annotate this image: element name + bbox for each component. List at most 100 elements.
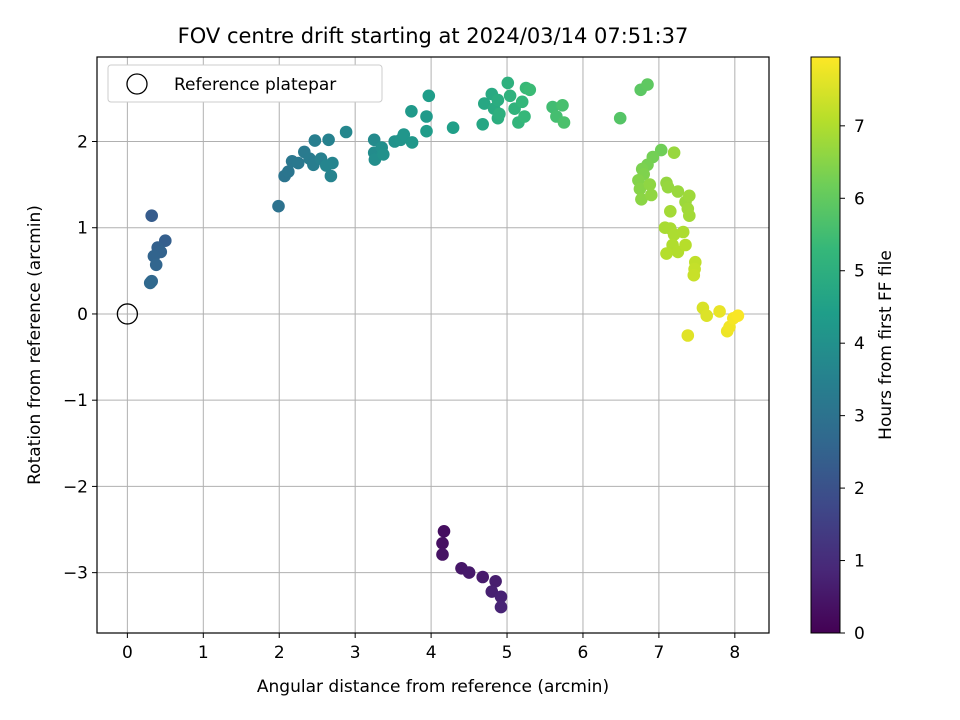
legend-box: [107, 64, 383, 103]
data-point: [494, 600, 508, 614]
data-point: [322, 133, 335, 147]
x-axis-label: Angular distance from reference (arcmin): [257, 677, 609, 697]
y-tick-label: −2: [63, 477, 88, 497]
data-point: [557, 116, 571, 129]
colorbar-tick-label: 1: [854, 552, 865, 572]
colorbar-tick-label: 3: [854, 407, 865, 427]
data-point: [683, 209, 696, 222]
y-tick-label: 1: [77, 219, 88, 239]
x-tick-label: 2: [274, 643, 285, 663]
data-point: [339, 125, 353, 139]
data-point: [436, 537, 449, 550]
data-point: [494, 590, 508, 604]
data-point: [687, 268, 701, 282]
data-points: [116, 76, 745, 614]
data-point: [523, 83, 537, 97]
x-tick-label: 8: [729, 643, 740, 663]
data-point: [664, 205, 677, 218]
legend-reference-marker: [126, 73, 148, 95]
data-point: [681, 329, 695, 342]
reference-marker: [116, 303, 139, 325]
data-point: [405, 105, 418, 118]
data-point: [272, 199, 285, 213]
data-point: [462, 566, 476, 579]
y-axis-label: Rotation from reference (arcmin): [25, 205, 45, 485]
data-point: [645, 188, 658, 202]
data-point: [324, 169, 338, 183]
data-point: [420, 124, 433, 138]
data-point: [436, 548, 449, 561]
y-tick-label: 2: [77, 133, 88, 153]
data-point: [422, 89, 436, 103]
x-tick-label: 5: [502, 643, 513, 663]
data-point: [405, 136, 419, 149]
data-point: [476, 570, 490, 584]
data-point: [420, 110, 433, 123]
data-point: [676, 225, 690, 239]
x-tick-label: 0: [122, 643, 133, 663]
data-point: [437, 525, 451, 538]
data-point: [731, 309, 745, 323]
colorbar-tick-label: 0: [854, 624, 865, 644]
y-tick-label: 0: [77, 305, 88, 325]
data-point: [700, 309, 713, 323]
data-point: [633, 182, 647, 196]
y-tick-label: −3: [63, 564, 88, 584]
colorbar-ticks: 0 1 2 3 4 5 6 7: [840, 117, 865, 644]
data-point: [446, 121, 460, 134]
y-axis-ticks: −3 −2 −1 0 1 2: [63, 133, 97, 584]
data-point: [397, 128, 411, 141]
colorbar-tick-label: 7: [854, 117, 865, 137]
x-tick-label: 6: [578, 643, 589, 663]
data-point: [546, 100, 559, 114]
data-point: [556, 99, 569, 112]
data-point: [489, 575, 502, 588]
data-point: [661, 180, 675, 194]
data-point: [145, 209, 158, 222]
data-point: [282, 165, 295, 178]
data-point: [713, 305, 726, 318]
data-point: [643, 178, 657, 191]
grid-lines: [97, 57, 769, 633]
data-point: [671, 185, 685, 198]
legend-entry-label: Reference platepar: [174, 75, 336, 95]
data-point: [501, 76, 515, 90]
legend: Reference platepar: [107, 64, 383, 103]
colorbar-tick-label: 2: [854, 479, 865, 499]
x-axis-ticks: 0 1 2 3 4 5 6 7 8: [122, 633, 740, 663]
data-point: [491, 93, 505, 107]
x-tick-label: 3: [350, 643, 361, 663]
colorbar-tick-label: 5: [854, 262, 865, 282]
data-point: [320, 159, 333, 172]
colorbar-tick-label: 6: [854, 189, 865, 209]
data-point: [476, 118, 490, 131]
x-tick-label: 4: [426, 643, 437, 663]
x-tick-label: 1: [198, 643, 209, 663]
y-tick-label: −1: [63, 391, 88, 411]
colorbar-frame: [810, 56, 841, 634]
data-point: [308, 134, 322, 147]
data-point: [291, 156, 305, 170]
data-point: [660, 247, 673, 260]
data-point: [485, 585, 499, 598]
chart-title: FOV centre drift starting at 2024/03/14 …: [178, 24, 689, 48]
data-point: [679, 238, 692, 252]
colorbar-gradient: [811, 57, 840, 633]
data-point: [683, 189, 696, 203]
data-point: [515, 95, 529, 109]
data-point: [478, 97, 491, 110]
data-point: [143, 276, 157, 290]
colorbar-tick-label: 4: [854, 334, 865, 354]
x-tick-label: 7: [653, 643, 664, 663]
colorbar-label: Hours from first FF file: [876, 250, 896, 440]
plot-frame: [96, 56, 770, 634]
data-point: [149, 258, 163, 272]
data-point: [493, 107, 506, 121]
data-point: [667, 146, 681, 159]
data-point: [641, 78, 654, 91]
data-point: [654, 143, 668, 157]
data-point: [518, 110, 531, 123]
data-point: [377, 148, 390, 161]
data-point: [613, 111, 627, 125]
